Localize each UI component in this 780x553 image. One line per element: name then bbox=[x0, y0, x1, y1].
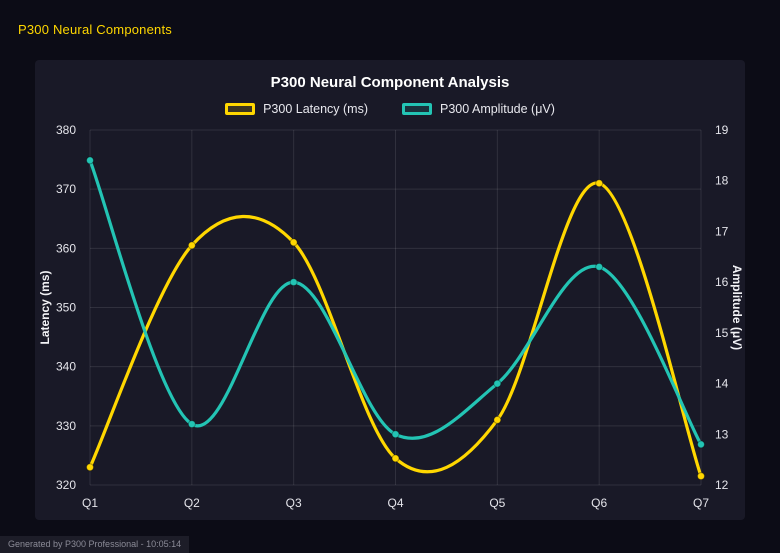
y-axis-left-tick-label: 350 bbox=[56, 301, 76, 315]
legend-label-amplitude: P300 Amplitude (μV) bbox=[440, 102, 555, 116]
y-axis-right-tick-label: 17 bbox=[715, 224, 729, 238]
data-point-marker bbox=[289, 278, 298, 287]
x-axis-tick-label: Q1 bbox=[82, 496, 98, 510]
data-point-marker bbox=[187, 241, 196, 250]
x-axis-tick-label: Q5 bbox=[489, 496, 505, 510]
data-point-marker bbox=[86, 156, 94, 165]
y-axis-left-title: Latency (ms) bbox=[38, 270, 52, 344]
data-point-marker bbox=[493, 415, 502, 424]
y-axis-left-tick-label: 330 bbox=[56, 419, 76, 433]
legend-label-latency: P300 Latency (ms) bbox=[263, 102, 368, 116]
y-axis-right-title: Amplitude (μV) bbox=[730, 265, 744, 350]
chart-title: P300 Neural Component Analysis bbox=[270, 74, 510, 91]
data-point-marker bbox=[86, 463, 94, 472]
y-axis-left-tick-label: 340 bbox=[56, 360, 76, 374]
legend-swatch-amplitude-icon bbox=[402, 103, 432, 115]
x-axis-tick-label: Q7 bbox=[693, 496, 709, 510]
y-axis-left-tick-label: 380 bbox=[56, 123, 76, 137]
legend-item-amplitude[interactable]: P300 Amplitude (μV) bbox=[402, 102, 555, 116]
data-point-marker bbox=[595, 262, 604, 271]
data-point-marker bbox=[595, 179, 604, 188]
data-point-marker bbox=[697, 472, 705, 481]
y-axis-right-tick-label: 15 bbox=[715, 326, 729, 340]
y-axis-left-tick-label: 320 bbox=[56, 478, 76, 492]
data-point-marker bbox=[697, 440, 705, 449]
data-point-marker bbox=[391, 430, 400, 439]
x-axis-tick-label: Q4 bbox=[387, 496, 403, 510]
window-title: P300 Neural Components bbox=[18, 22, 172, 37]
data-point-marker bbox=[391, 454, 400, 463]
x-axis-tick-label: Q2 bbox=[184, 496, 200, 510]
y-axis-right-tick-label: 19 bbox=[715, 123, 729, 137]
chart-panel: P300 Neural Component Analysis P300 Late… bbox=[35, 60, 745, 520]
y-axis-right-tick-label: 18 bbox=[715, 174, 729, 188]
data-point-marker bbox=[493, 379, 502, 388]
y-axis-right-tick-label: 13 bbox=[715, 427, 729, 441]
x-axis-tick-label: Q6 bbox=[591, 496, 607, 510]
data-point-marker bbox=[187, 420, 196, 429]
y-axis-right-tick-label: 16 bbox=[715, 275, 729, 289]
x-axis-tick-label: Q3 bbox=[286, 496, 302, 510]
chart-legend: P300 Latency (ms) P300 Amplitude (μV) bbox=[35, 100, 745, 118]
y-axis-right-tick-label: 12 bbox=[715, 478, 729, 492]
legend-item-latency[interactable]: P300 Latency (ms) bbox=[225, 102, 368, 116]
y-axis-left-tick-label: 370 bbox=[56, 182, 76, 196]
legend-swatch-latency-icon bbox=[225, 103, 256, 115]
status-bar: Generated by P300 Professional - 10:05:1… bbox=[0, 536, 190, 553]
chart-canvas: 320 330 340 350 360 370 380 12 13 14 15 16 17 18 19 Q1 Q… bbox=[38, 123, 744, 510]
y-axis-right-tick-label: 14 bbox=[715, 377, 729, 391]
y-axis-left-tick-label: 360 bbox=[56, 241, 76, 255]
data-point-marker bbox=[289, 238, 298, 247]
